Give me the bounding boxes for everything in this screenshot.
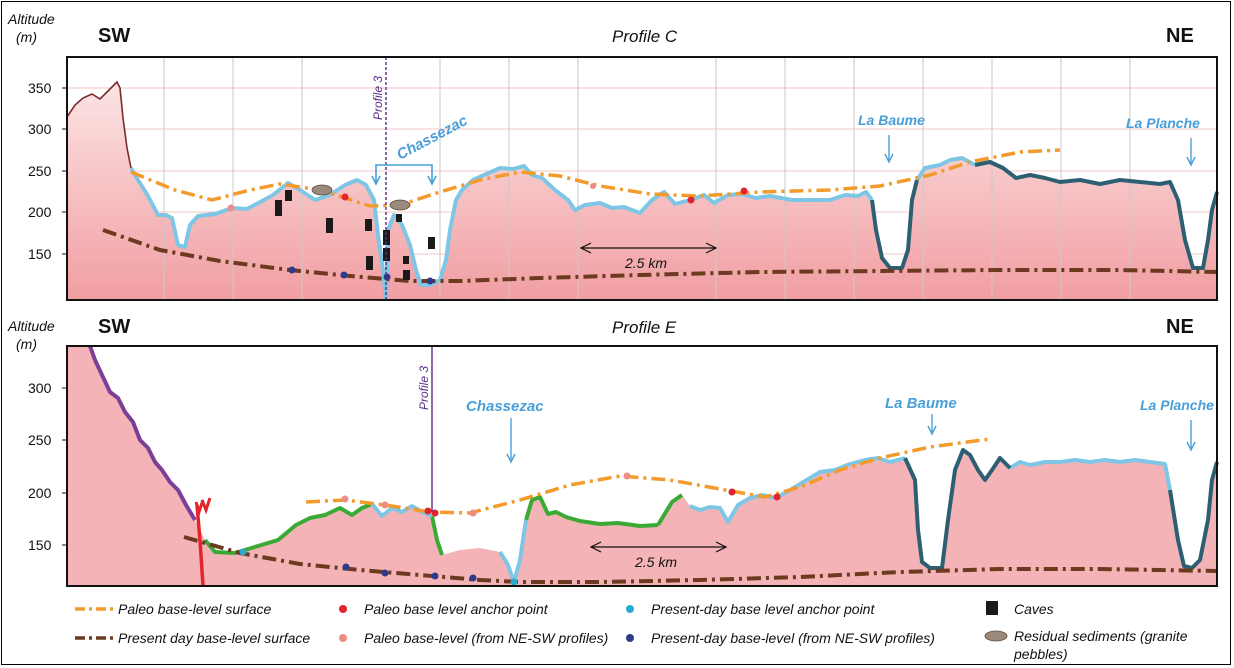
cave-marker xyxy=(366,256,373,270)
profile-c-scale-label: 2.5 km xyxy=(624,255,667,271)
profile-c-profile3-label: Profile 3 xyxy=(371,76,385,120)
profile-e-present-base-line xyxy=(183,535,1218,584)
legend: Paleo base-level surface Present day bas… xyxy=(75,601,1188,662)
legend-residual-2: pebbles) xyxy=(1013,646,1068,662)
profile-c-la-planche-arrow xyxy=(1186,138,1196,167)
profile-c-anchor-points xyxy=(227,183,748,285)
profile-e-title: Profile E xyxy=(612,318,677,337)
profile-c-title: Profile C xyxy=(612,27,678,46)
profile-c-tick-350: 350 xyxy=(28,80,52,96)
legend-caves: Caves xyxy=(1014,601,1054,617)
legend-paleo-anchor: Paleo base level anchor point xyxy=(364,601,549,617)
profile-c-y-title-1: Altitude xyxy=(7,11,55,27)
residual-sediment-marker xyxy=(389,199,411,211)
legend-present-anchor-swatch xyxy=(626,605,634,613)
legend-paleo-surface: Paleo base-level surface xyxy=(118,601,272,617)
cave-marker xyxy=(403,270,410,280)
profile-e-y-title-1: Altitude xyxy=(7,318,55,334)
profile-c-la-baume-label: La Baume xyxy=(858,112,925,128)
profile-e-chassezac-arrow xyxy=(506,418,516,464)
profile-e-tick-300: 300 xyxy=(28,380,52,396)
profile-e-plot-border xyxy=(66,345,1218,587)
profile-e-dark-river-line xyxy=(903,448,1219,570)
profile-c-vertical-grid xyxy=(163,57,1131,300)
profile-c-la-baume-arrow xyxy=(884,135,894,164)
legend-residual-swatch xyxy=(984,630,1008,642)
profile-c-tick-150: 150 xyxy=(28,246,52,262)
profile-e-sw: SW xyxy=(98,316,130,338)
profile-e-tick-250: 250 xyxy=(28,432,52,448)
profile-c-y-tick-marks xyxy=(62,87,67,255)
profile-e-tick-200: 200 xyxy=(28,485,52,501)
profile-e-green-segment xyxy=(203,493,684,556)
profile-c-summit-line xyxy=(66,80,132,169)
profile-e-scale-label: 2.5 km xyxy=(634,554,677,570)
legend-paleo-anchor-swatch xyxy=(339,605,347,613)
profile-c-terrain xyxy=(67,82,1217,300)
profile-c-scale-bar xyxy=(579,242,718,254)
profile-c-ne: NE xyxy=(1166,25,1194,47)
profile-c-dark-river-line xyxy=(870,160,1219,270)
profile-c-la-planche-label: La Planche xyxy=(1126,115,1200,131)
profile-c-y-title-2: (m) xyxy=(16,29,37,45)
profile-e-fault-line xyxy=(195,504,205,587)
profile-e-y-tick-marks xyxy=(62,387,67,546)
profile-e-la-baume-arrow xyxy=(927,414,937,436)
profile-c-plot-border xyxy=(66,56,1218,301)
cave-marker xyxy=(285,190,292,201)
legend-present-surface: Present day base-level surface xyxy=(118,630,310,646)
residual-sediment-marker xyxy=(311,184,333,196)
cave-marker xyxy=(326,218,333,233)
legend-paleo-from-profiles: Paleo base-level (from NE-SW profiles) xyxy=(364,630,608,646)
profile-e-chassezac-label: Chassezac xyxy=(466,398,544,415)
profile-c-tick-250: 250 xyxy=(28,163,52,179)
profile-e-la-planche-label: La Planche xyxy=(1140,397,1214,413)
profile-c-tick-200: 200 xyxy=(28,204,52,220)
cave-marker xyxy=(428,237,435,249)
profile-c-chassezac-bracket xyxy=(371,164,437,186)
profile-e-panel: Altitude (m) SW Profile E NE xyxy=(7,316,1219,587)
legend-present-from-profiles: Present-day base-level (from NE-SW profi… xyxy=(651,630,935,646)
profile-c-panel: Altitude (m) SW Profile C NE xyxy=(7,11,1219,301)
profile-e-scale-bar xyxy=(589,541,728,553)
profile-e-ne: NE xyxy=(1166,316,1194,338)
profile-c-paleo-surface xyxy=(130,148,1061,208)
profile-e-paleo-surface xyxy=(305,437,991,515)
cave-marker xyxy=(365,219,372,231)
cave-marker xyxy=(396,214,402,222)
profile-e-anchor-points xyxy=(239,472,781,586)
profile-e-la-planche-arrow xyxy=(1186,420,1196,452)
legend-present-anchor: Present-day base level anchor point xyxy=(651,601,875,617)
profile-e-la-baume-label: La Baume xyxy=(885,395,957,412)
profile-e-profile3-label: Profile 3 xyxy=(417,366,431,410)
profile-e-y-title-2: (m) xyxy=(16,336,37,352)
profile-e-purple-segment xyxy=(88,345,197,522)
profile-c-sw: SW xyxy=(98,25,130,47)
profile-c-light-river-line xyxy=(129,156,976,301)
legend-present-from-profiles-swatch xyxy=(626,634,634,642)
cave-marker xyxy=(403,256,409,264)
legend-residual-1: Residual sediments (granite xyxy=(1014,628,1188,644)
profile-e-terrain xyxy=(67,346,1217,586)
profile-e-fault-arrows xyxy=(194,497,212,517)
profile-e-tick-150: 150 xyxy=(28,537,52,553)
legend-caves-swatch xyxy=(986,601,998,615)
profile-c-tick-300: 300 xyxy=(28,121,52,137)
cave-marker xyxy=(275,200,282,216)
legend-paleo-from-profiles-swatch xyxy=(339,634,347,642)
